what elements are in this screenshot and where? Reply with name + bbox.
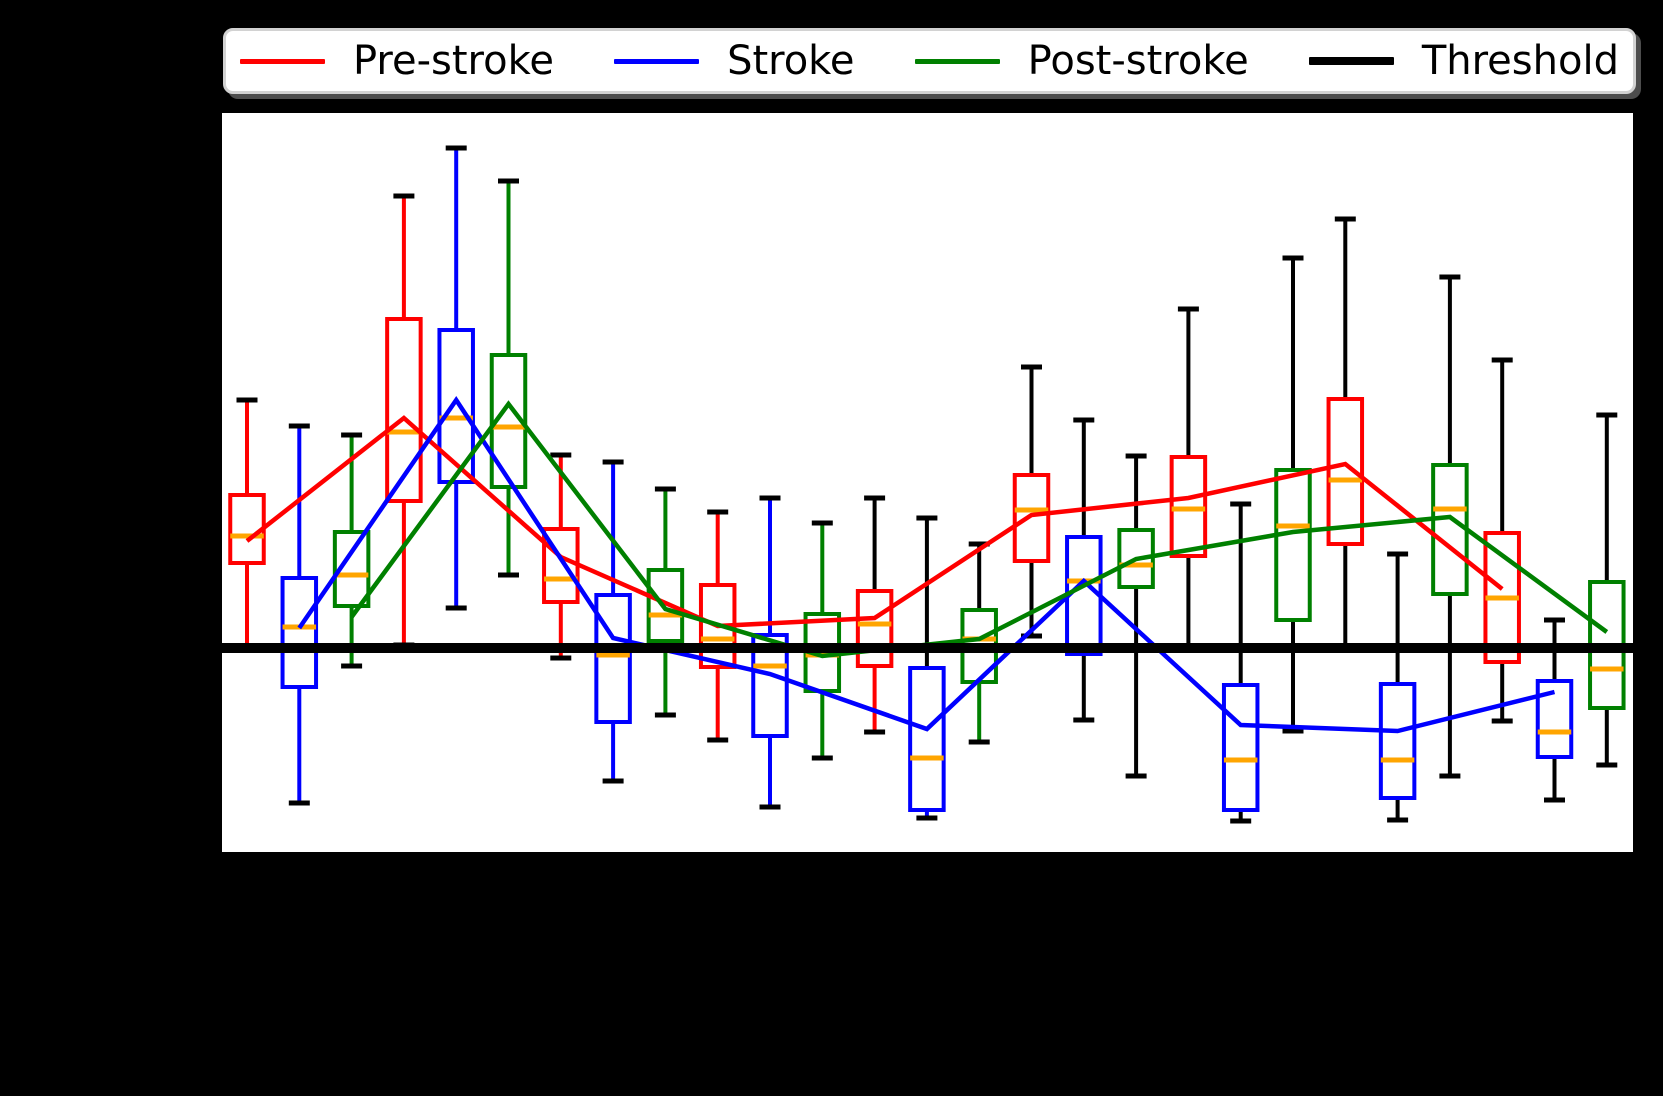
- box-post-stroke-g1: [332, 530, 371, 608]
- legend-line-sample-post-stroke: [914, 58, 1000, 64]
- legend-item-pre-stroke: Pre-stroke: [240, 41, 554, 81]
- legend-line-sample-stroke: [614, 58, 700, 64]
- box-pre-stroke-g2: [385, 317, 423, 503]
- box-stroke-g7: [1221, 683, 1260, 812]
- box-pre-stroke-g8: [1326, 397, 1365, 546]
- mean-line-post-stroke: [349, 400, 1609, 659]
- legend-item-threshold: Threshold: [1308, 38, 1619, 84]
- box-stroke-g3: [594, 593, 632, 724]
- box-stroke-g8: [1378, 682, 1417, 800]
- legend-line-sample-pre-stroke: [240, 58, 325, 64]
- legend-item-stroke: Stroke: [614, 38, 855, 84]
- box-stroke-g9: [1535, 679, 1574, 759]
- box-pre-stroke-g5: [855, 589, 894, 668]
- box-post-stroke-g3: [646, 568, 685, 643]
- legend-label-threshold: Threshold: [1421, 38, 1619, 84]
- legend: Pre-stroke Stroke Post-stroke Threshold: [223, 28, 1636, 94]
- box-stroke-g4: [751, 633, 789, 738]
- box-stroke-g5: [908, 666, 946, 812]
- mean-line-pre-stroke: [245, 415, 1504, 629]
- legend-item-post-stroke: Post-stroke: [914, 38, 1249, 84]
- legend-label-stroke: Stroke: [727, 38, 855, 84]
- plot-area: [222, 113, 1633, 852]
- legend-label-pre-stroke: Pre-stroke: [353, 38, 554, 84]
- box-post-stroke-g2: [489, 353, 528, 489]
- legend-line-sample-threshold: [1308, 57, 1394, 65]
- box-post-stroke-g6: [1117, 528, 1155, 589]
- legend-label-post-stroke: Post-stroke: [1027, 38, 1249, 84]
- box-post-stroke-g7: [1274, 468, 1312, 622]
- box-stroke-g1: [280, 576, 319, 689]
- mean-line-stroke: [297, 395, 1556, 734]
- box-pre-stroke-g6: [1012, 473, 1051, 563]
- box-stroke-g2: [437, 328, 475, 484]
